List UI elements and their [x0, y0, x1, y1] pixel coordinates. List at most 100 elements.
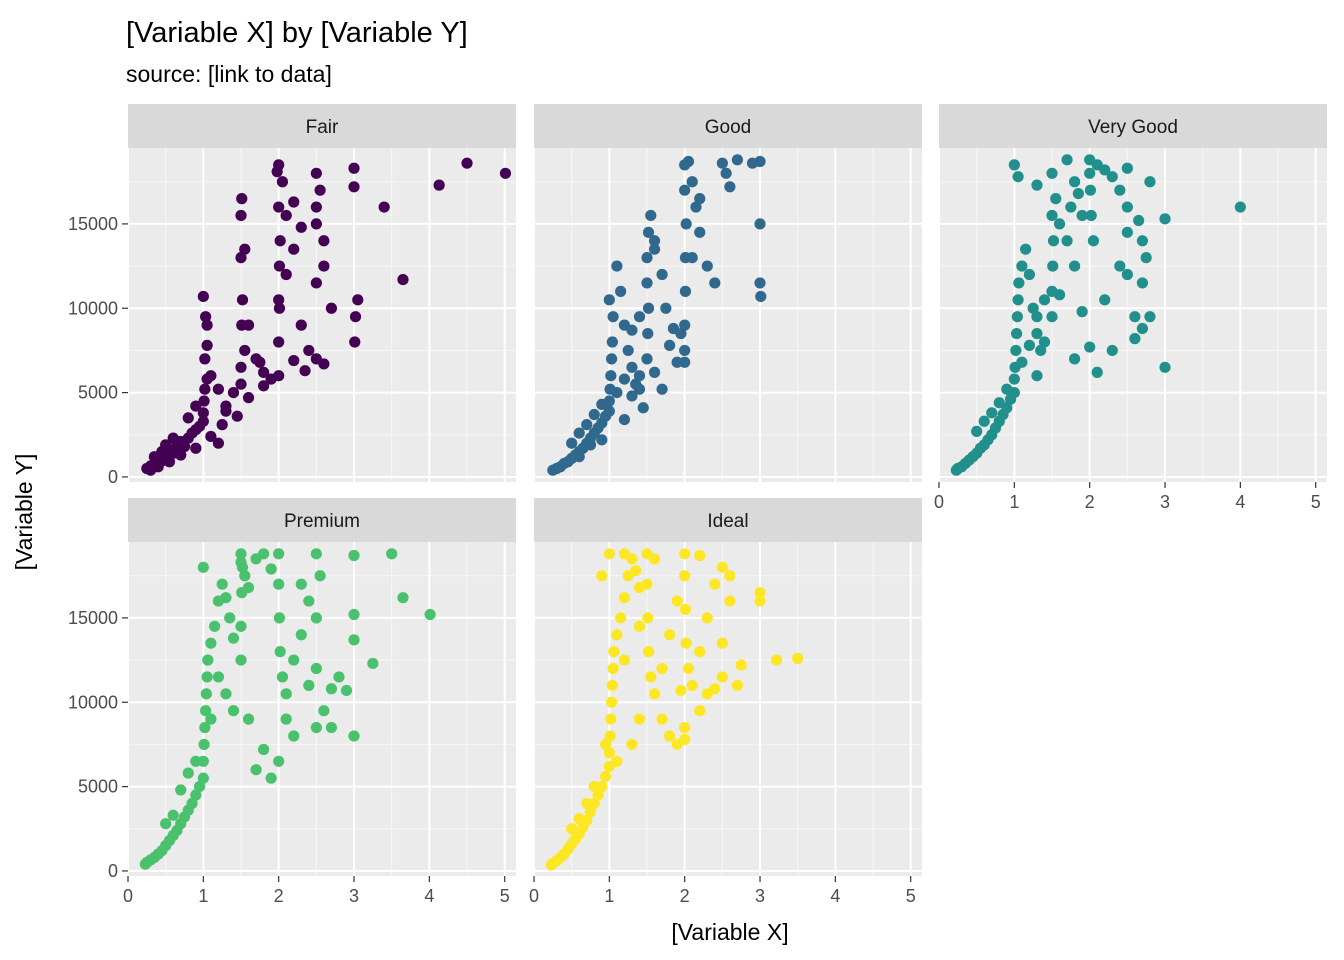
data-point	[160, 818, 172, 830]
data-point	[273, 548, 285, 560]
x-tick-label: 4	[830, 886, 840, 906]
data-point	[235, 378, 247, 390]
data-point	[606, 679, 618, 691]
data-point	[641, 252, 653, 264]
data-point	[1016, 260, 1028, 272]
data-point	[273, 612, 286, 624]
data-point	[386, 548, 398, 560]
data-point	[235, 361, 247, 373]
data-point	[1010, 344, 1022, 357]
data-point	[581, 419, 593, 431]
data-point	[1031, 179, 1043, 191]
data-point	[288, 354, 300, 367]
data-point	[618, 548, 631, 560]
data-point	[273, 578, 285, 590]
data-point	[770, 654, 783, 666]
data-point	[1027, 302, 1039, 314]
data-point	[349, 311, 362, 323]
data-point	[310, 167, 322, 179]
data-point	[1023, 339, 1036, 351]
data-point	[1046, 167, 1058, 179]
data-point	[295, 221, 307, 233]
x-tick-label: 5	[906, 886, 916, 906]
y-tick-label: 10000	[68, 298, 118, 318]
data-point	[424, 608, 436, 621]
data-point	[971, 425, 983, 437]
data-point	[212, 671, 225, 683]
data-point	[641, 277, 653, 289]
data-point	[686, 679, 698, 691]
data-point	[1144, 176, 1156, 188]
data-point	[611, 386, 623, 399]
data-point	[1050, 193, 1062, 205]
data-point	[622, 344, 634, 357]
facet-strip	[128, 104, 516, 148]
data-point	[227, 386, 240, 399]
data-point	[1159, 213, 1171, 225]
data-point	[242, 581, 255, 594]
data-point	[581, 797, 593, 810]
data-point	[633, 620, 646, 632]
data-point	[200, 311, 212, 323]
data-point	[288, 196, 300, 208]
data-point	[205, 430, 217, 443]
data-point	[1099, 164, 1111, 176]
data-point	[754, 587, 766, 599]
data-point	[152, 461, 164, 473]
data-point	[190, 789, 202, 801]
data-point	[671, 595, 683, 607]
x-tick-label: 3	[755, 886, 765, 906]
data-point	[273, 294, 285, 306]
data-point	[1121, 226, 1133, 238]
data-point	[1121, 268, 1133, 281]
data-point	[193, 780, 206, 793]
data-point	[603, 294, 615, 306]
facet-strip-label: Very Good	[1088, 117, 1178, 138]
data-point	[1035, 344, 1047, 357]
facet-strip-label: Good	[705, 117, 751, 138]
data-point	[197, 415, 209, 427]
data-point	[1106, 171, 1118, 183]
data-point	[724, 181, 736, 193]
data-point	[199, 383, 211, 395]
panel-background	[128, 148, 516, 482]
y-tick-label: 0	[108, 467, 118, 487]
data-point	[1136, 277, 1149, 289]
data-point	[1084, 167, 1096, 179]
data-point	[258, 366, 270, 378]
data-point	[606, 696, 618, 708]
data-point	[626, 361, 638, 373]
data-point	[679, 356, 691, 368]
data-point	[1069, 260, 1081, 272]
data-point	[1234, 201, 1246, 213]
data-point	[615, 285, 627, 297]
data-point	[231, 410, 243, 422]
data-point	[1136, 235, 1149, 247]
data-point	[754, 277, 766, 289]
facet-strip	[128, 498, 516, 542]
data-point	[754, 218, 766, 230]
data-point	[596, 398, 608, 411]
data-point	[348, 730, 360, 742]
data-point	[220, 592, 232, 604]
data-point	[588, 408, 600, 421]
data-point	[461, 157, 473, 169]
data-point	[660, 302, 672, 314]
data-point	[1008, 159, 1020, 171]
data-point	[254, 356, 266, 368]
data-point	[626, 738, 638, 751]
data-point	[675, 684, 687, 697]
data-point	[1076, 306, 1088, 318]
x-tick-label: 0	[529, 886, 539, 906]
data-point	[1159, 361, 1171, 373]
data-point	[664, 629, 676, 641]
data-point	[303, 344, 315, 357]
y-tick-label: 5000	[78, 383, 118, 403]
data-point	[258, 548, 270, 560]
data-point	[198, 395, 210, 407]
data-point	[220, 405, 232, 417]
data-point	[182, 767, 194, 779]
data-point	[310, 201, 322, 213]
data-point	[755, 290, 767, 303]
